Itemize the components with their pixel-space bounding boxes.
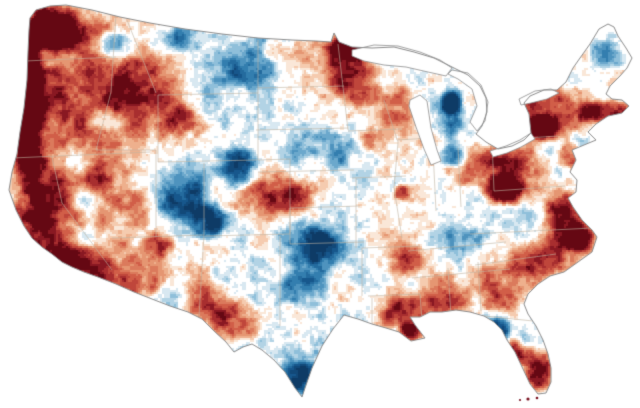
map-canvas [0, 0, 640, 408]
us-anomaly-map [0, 0, 640, 408]
